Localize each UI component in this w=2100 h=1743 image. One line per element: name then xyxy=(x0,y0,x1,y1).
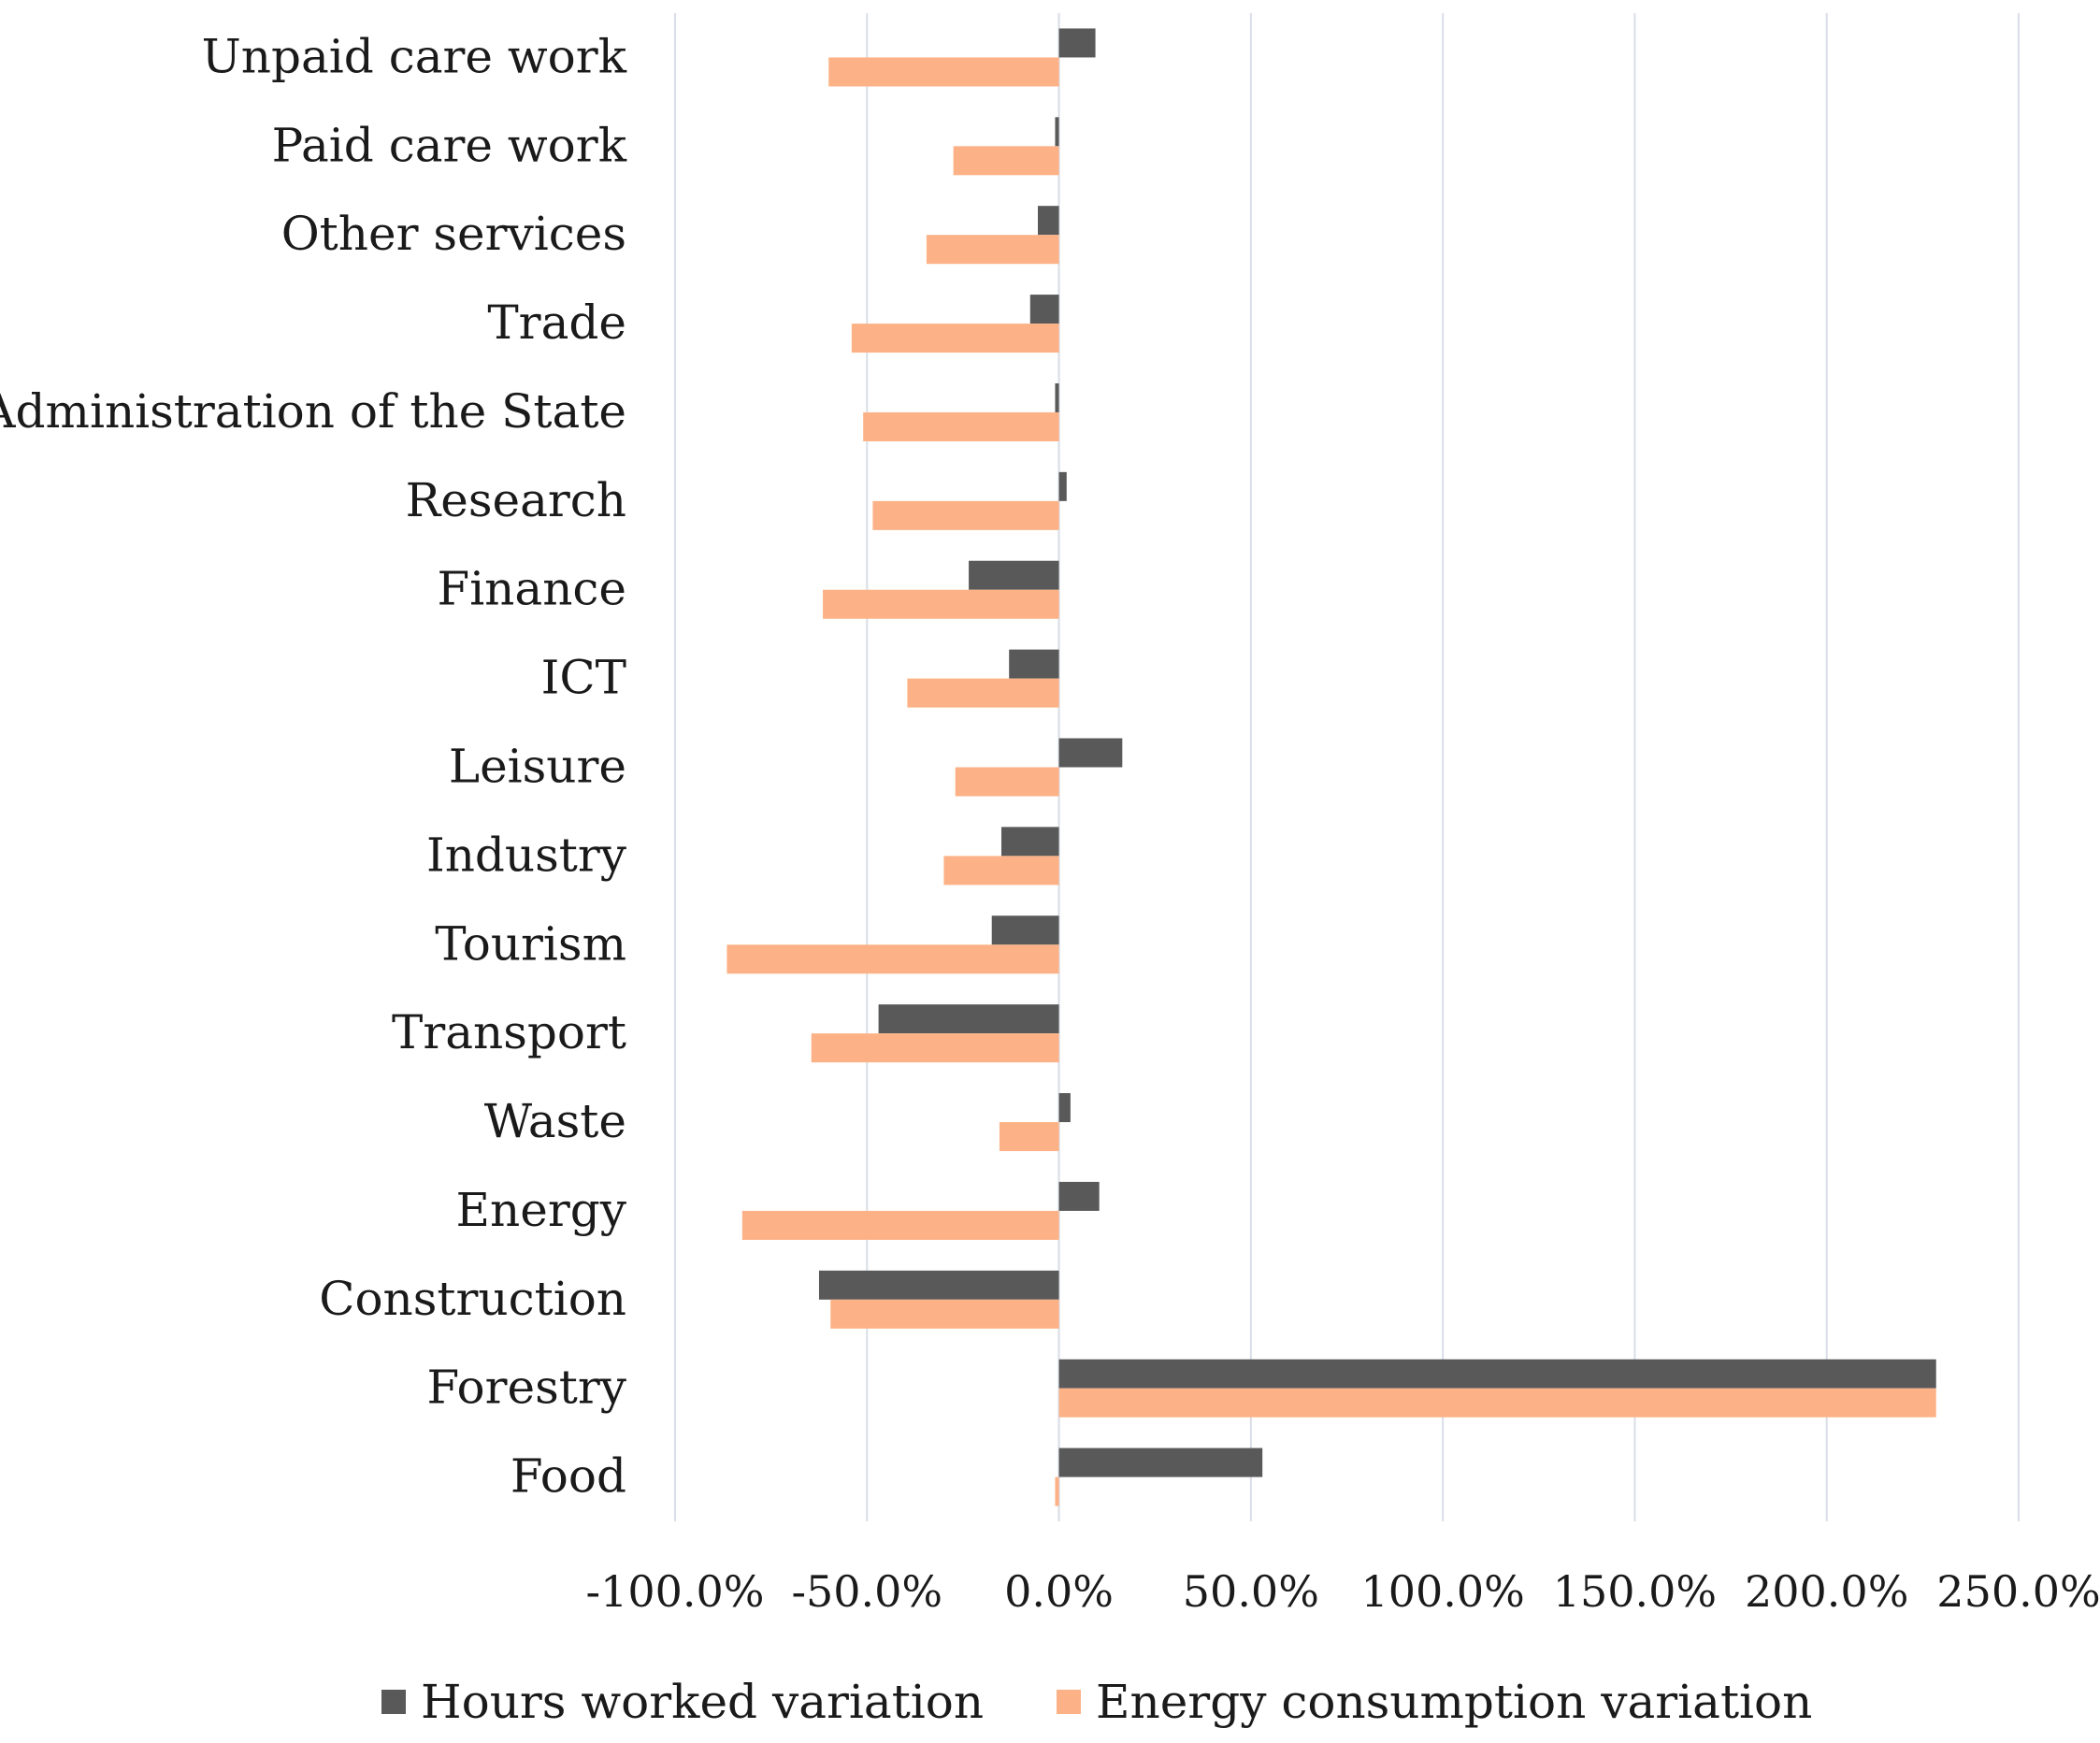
category-label: Tourism xyxy=(435,916,626,971)
bar-hours-worked xyxy=(1058,1093,1071,1123)
bar-energy-consumption xyxy=(811,1033,1059,1063)
legend-label-hours: Hours worked variation xyxy=(421,1675,984,1729)
category-label: Transport xyxy=(392,1005,626,1059)
bar-hours-worked xyxy=(1058,471,1067,501)
bar-hours-worked xyxy=(818,1270,1059,1300)
category-label: Food xyxy=(511,1449,626,1504)
x-tick-label: 200.0% xyxy=(1745,1566,1908,1617)
legend-swatch-energy xyxy=(1057,1690,1081,1714)
category-label: Construction xyxy=(319,1272,626,1326)
legend-item-energy: Energy consumption variation xyxy=(1057,1675,1812,1729)
category-label: Industry xyxy=(426,828,627,882)
x-axis-tick-labels: -100.0% -50.0% 0.0% 50.0% 100.0% 150.0% 200.0%… xyxy=(586,1566,2100,1617)
bar-energy-consumption xyxy=(943,856,1059,886)
category-labels: Unpaid care work Paid care work Other serv… xyxy=(0,29,627,1503)
x-tick-label: 0.0% xyxy=(1004,1566,1114,1617)
bar-energy-consumption xyxy=(830,1299,1059,1329)
bar-energy-consumption xyxy=(926,235,1059,265)
category-label: ICT xyxy=(541,651,626,705)
bar-energy-consumption xyxy=(872,500,1059,530)
bar-hours-worked xyxy=(1055,117,1059,147)
bar-energy-consumption xyxy=(953,146,1059,176)
bar-hours-worked xyxy=(1058,28,1096,58)
bar-hours-worked xyxy=(1058,1181,1100,1211)
bar-energy-consumption xyxy=(726,944,1059,974)
category-label: Other services xyxy=(281,207,626,261)
bar-energy-consumption xyxy=(851,324,1059,353)
bar-energy-consumption xyxy=(1058,1388,1936,1418)
bar-hours-worked xyxy=(1058,1448,1263,1477)
legend: Hours worked variation Energy consumptio… xyxy=(381,1675,1812,1729)
bar-energy-consumption xyxy=(1055,1477,1059,1506)
bar-hours-worked xyxy=(1055,382,1059,412)
bar-energy-consumption xyxy=(823,589,1059,619)
bar-energy-consumption xyxy=(907,678,1059,708)
category-label: Unpaid care work xyxy=(202,29,627,83)
category-label: Paid care work xyxy=(272,118,627,172)
bar-hours-worked xyxy=(1009,649,1059,679)
x-tick-label: -50.0% xyxy=(791,1566,942,1617)
bar-energy-consumption xyxy=(828,57,1059,87)
x-tick-label: 250.0% xyxy=(1936,1566,2100,1617)
x-tick-label: -100.0% xyxy=(586,1566,765,1617)
x-tick-label: 100.0% xyxy=(1360,1566,1524,1617)
legend-label-energy: Energy consumption variation xyxy=(1096,1675,1812,1729)
bar-energy-consumption xyxy=(955,767,1059,797)
category-label: Leisure xyxy=(449,740,626,794)
bar-hours-worked xyxy=(1058,738,1123,768)
bar-hours-worked xyxy=(1037,206,1059,236)
legend-item-hours: Hours worked variation xyxy=(381,1675,984,1729)
bar-hours-worked xyxy=(969,560,1059,590)
bar-hours-worked xyxy=(1058,1359,1936,1389)
bars xyxy=(726,28,1936,1506)
bar-hours-worked xyxy=(1000,827,1059,857)
bar-hours-worked xyxy=(878,1004,1059,1034)
category-label: Forestry xyxy=(427,1361,627,1415)
bar-energy-consumption xyxy=(741,1210,1059,1240)
bar-energy-consumption xyxy=(863,411,1059,441)
bar-hours-worked xyxy=(991,915,1059,945)
bar-hours-worked xyxy=(1029,295,1059,324)
category-label: Finance xyxy=(438,562,627,616)
x-tick-label: 150.0% xyxy=(1553,1566,1717,1617)
legend-swatch-hours xyxy=(381,1690,406,1714)
category-label: Trade xyxy=(487,295,626,350)
category-label: Waste xyxy=(484,1094,626,1148)
x-tick-label: 50.0% xyxy=(1183,1566,1319,1617)
category-label: Administration of the State xyxy=(0,384,626,439)
category-label: Energy xyxy=(456,1183,627,1237)
category-label: Research xyxy=(406,473,626,527)
bar-energy-consumption xyxy=(999,1122,1059,1152)
